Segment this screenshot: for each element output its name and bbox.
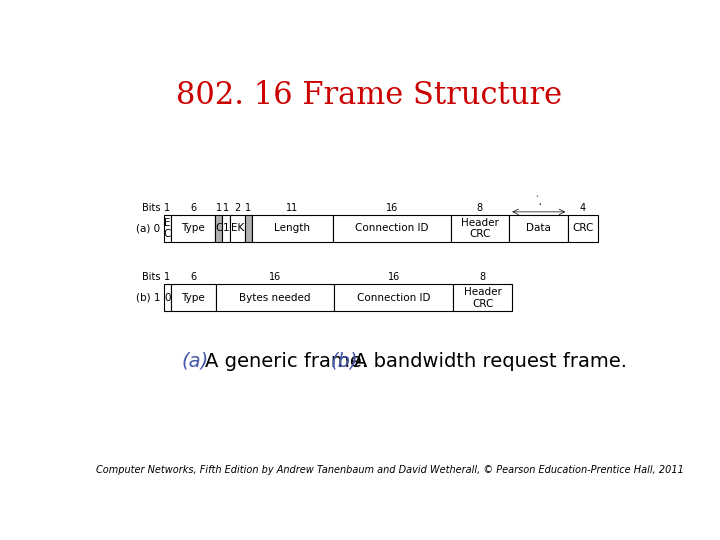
- Text: Type: Type: [181, 293, 205, 303]
- Bar: [163, 215, 171, 242]
- Text: Data: Data: [526, 224, 552, 233]
- Text: A generic frame.: A generic frame.: [204, 352, 368, 371]
- Text: (a) 0: (a) 0: [136, 224, 161, 233]
- Text: 6: 6: [190, 203, 196, 213]
- Text: ´¸: ´¸: [534, 197, 543, 206]
- Bar: [222, 215, 230, 242]
- Text: 2: 2: [234, 203, 240, 213]
- Text: 16: 16: [269, 272, 281, 282]
- Text: CRC: CRC: [572, 224, 593, 233]
- Text: 16: 16: [385, 203, 397, 213]
- Text: 1: 1: [164, 203, 171, 213]
- Text: 1: 1: [223, 203, 229, 213]
- Text: 11: 11: [287, 203, 299, 213]
- Text: 6: 6: [190, 272, 197, 282]
- Bar: [215, 215, 222, 242]
- Text: 1: 1: [164, 272, 171, 282]
- Bar: [252, 215, 333, 242]
- Bar: [171, 284, 215, 311]
- Bar: [230, 215, 245, 242]
- Text: Connection ID: Connection ID: [357, 293, 431, 303]
- Text: 1: 1: [222, 224, 230, 233]
- Bar: [171, 215, 215, 242]
- Text: Bytes needed: Bytes needed: [239, 293, 310, 303]
- Bar: [215, 284, 334, 311]
- Text: (a): (a): [181, 352, 209, 371]
- Text: A bandwidth request frame.: A bandwidth request frame.: [354, 352, 626, 371]
- Text: 0: 0: [164, 293, 171, 303]
- Text: 16: 16: [387, 272, 400, 282]
- Text: 802. 16 Frame Structure: 802. 16 Frame Structure: [176, 80, 562, 111]
- Text: C: C: [215, 224, 222, 233]
- Bar: [333, 215, 451, 242]
- Bar: [453, 284, 513, 311]
- Text: Header
CRC: Header CRC: [461, 218, 499, 239]
- Text: Length: Length: [274, 224, 310, 233]
- Bar: [509, 215, 568, 242]
- Text: 4: 4: [580, 203, 586, 213]
- Text: Header
CRC: Header CRC: [464, 287, 502, 308]
- Text: 8: 8: [480, 272, 486, 282]
- Text: Bits: Bits: [142, 203, 161, 213]
- Bar: [245, 215, 252, 242]
- Bar: [451, 215, 509, 242]
- Text: 1: 1: [245, 203, 251, 213]
- Text: EK: EK: [230, 224, 244, 233]
- Text: (b): (b): [330, 352, 358, 371]
- Text: 1: 1: [216, 203, 222, 213]
- Text: Connection ID: Connection ID: [355, 224, 428, 233]
- Text: Bits: Bits: [142, 272, 161, 282]
- Text: (b) 1: (b) 1: [136, 293, 161, 303]
- Bar: [568, 215, 598, 242]
- Text: 8: 8: [477, 203, 483, 213]
- Bar: [334, 284, 453, 311]
- Text: Type: Type: [181, 224, 205, 233]
- Bar: [163, 284, 171, 311]
- Text: Computer Networks, Fifth Edition by Andrew Tanenbaum and David Wetherall, © Pear: Computer Networks, Fifth Edition by Andr…: [96, 465, 684, 475]
- Text: E
C: E C: [163, 218, 171, 239]
